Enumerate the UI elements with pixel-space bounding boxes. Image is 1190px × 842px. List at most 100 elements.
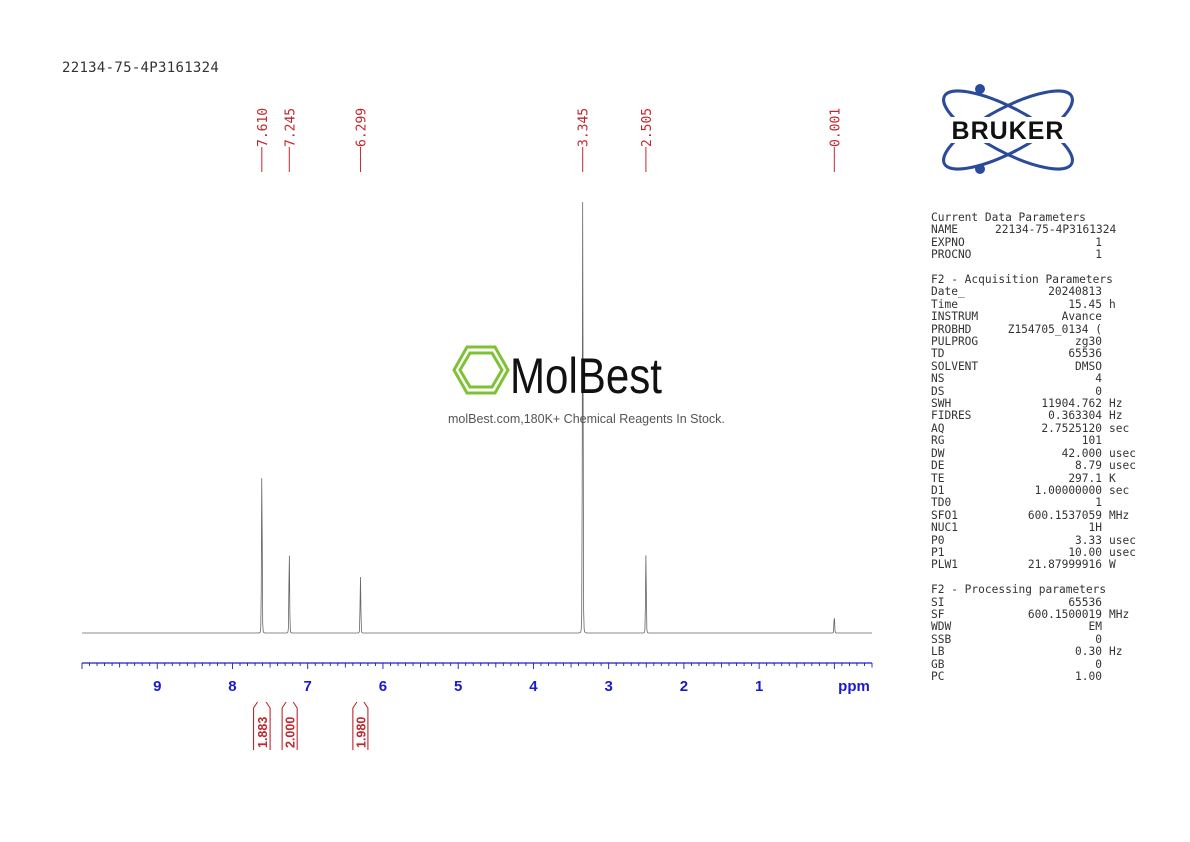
parameter-key: RG [931, 434, 945, 448]
x-axis-label: ppm [838, 678, 870, 695]
parameter-value: 15.45 [1068, 297, 1102, 311]
parameter-row: TE 297.1 K [931, 471, 1136, 485]
parameter-unit: usec [1109, 459, 1136, 473]
parameter-unit [1102, 497, 1109, 509]
parameter-row: SWH 11904.762 Hz [931, 397, 1136, 411]
parameter-row: SOLVENT DMSO [931, 359, 1136, 373]
parameter-section: F2 - Acquisition Parameters Date_ 20240813… [931, 273, 1136, 572]
parameter-value: 1 [1095, 496, 1102, 510]
bruker-logo-text: BRUKER [952, 117, 1065, 145]
parameter-unit [1102, 435, 1109, 447]
parameter-key: TD0 [931, 496, 952, 510]
parameter-unit [1102, 361, 1109, 373]
parameter-unit: h [1109, 297, 1116, 311]
parameter-row: NS 4 [931, 372, 1136, 386]
parameter-value: 0 [1095, 657, 1102, 671]
parameter-row: GB 0 [931, 657, 1136, 671]
parameter-row: EXPNO 1 [931, 235, 1136, 249]
parameter-value: 1 [1095, 248, 1102, 262]
parameter-key: GB [931, 657, 945, 671]
parameter-unit [1102, 386, 1109, 398]
parameter-row: NUC1 1H [931, 521, 1136, 535]
peak-label: 0.001 [828, 108, 843, 147]
parameter-key: TE [931, 471, 945, 485]
parameter-row: Date_ 20240813 [931, 285, 1136, 299]
parameter-value: 42.000 [1061, 446, 1102, 460]
molbest-brand: MolBest [510, 348, 662, 404]
parameter-value: 0.30 [1075, 645, 1102, 659]
parameter-row: PLW1 21.87999916 W [931, 558, 1136, 572]
parameter-value: 101 [1081, 434, 1102, 448]
parameter-value: zg30 [1075, 335, 1102, 349]
parameter-key: AQ [931, 421, 945, 435]
parameter-value: DMSO [1075, 359, 1102, 373]
parameter-value: 8.79 [1075, 459, 1102, 473]
parameter-key: NAME [931, 223, 958, 237]
parameter-row: PROBHD Z154705_0134 ( [931, 323, 1136, 336]
parameter-value: 21.87999916 [1027, 558, 1102, 572]
parameter-key: SWH [931, 397, 952, 411]
parameter-value: 11904.762 [1041, 397, 1102, 411]
x-tick-label: 7 [304, 678, 312, 695]
parameter-unit [1102, 634, 1109, 646]
x-tick-label: 8 [228, 678, 236, 695]
parameter-unit [1102, 373, 1109, 385]
parameter-unit [1102, 522, 1109, 534]
x-tick-label: 5 [454, 678, 462, 695]
parameter-row: SSB 0 [931, 633, 1136, 646]
parameter-section: F2 - Processing parameters SI 65536 SF 600.1… [931, 583, 1136, 683]
peak-label: 7.610 [256, 108, 271, 147]
parameter-row: RG 101 [931, 434, 1136, 448]
parameter-row: SFO1 600.1537059 MHz [931, 508, 1136, 522]
parameter-key: SFO1 [931, 508, 958, 522]
peak-label: 7.245 [283, 108, 298, 147]
parameter-row: PULPROG zg30 [931, 335, 1136, 349]
parameter-value: 3.33 [1075, 533, 1102, 547]
parameter-key: TD [931, 347, 945, 361]
parameter-key: PLW1 [931, 558, 958, 572]
parameter-value: 20240813 [1048, 285, 1102, 299]
parameter-key: PULPROG [931, 335, 979, 349]
parameter-value: 1 [1095, 235, 1102, 249]
parameter-row: Time 15.45 h [931, 297, 1136, 311]
integral-value: 1.883 [256, 717, 270, 748]
parameter-value: 0 [1095, 384, 1102, 398]
parameter-unit [1102, 324, 1109, 336]
parameter-key: Time [931, 297, 958, 311]
parameter-unit: sec [1109, 421, 1130, 435]
integral-value: 2.000 [284, 717, 298, 748]
parameter-key: SI [931, 595, 945, 609]
parameter-unit: Hz [1109, 645, 1123, 659]
parameter-unit [1102, 311, 1109, 323]
peak-label: 3.345 [577, 108, 592, 147]
parameter-row: SF 600.1500019 MHz [931, 608, 1136, 621]
parameter-key: P1 [931, 545, 945, 559]
parameter-key: EXPNO [931, 235, 965, 249]
parameter-key: NUC1 [931, 521, 958, 535]
parameter-unit: usec [1109, 533, 1136, 547]
parameter-value: 297.1 [1068, 471, 1102, 485]
parameter-row: WDW EM [931, 620, 1136, 633]
parameter-value: 600.1537059 [1027, 508, 1102, 522]
parameter-value: Avance [1061, 310, 1102, 324]
parameter-value: 1.00 [1075, 670, 1102, 683]
integral-bracket [281, 701, 298, 750]
x-tick-label: 2 [680, 678, 688, 695]
parameter-unit: usec [1109, 545, 1136, 559]
parameter-value: 4 [1095, 372, 1102, 386]
x-axis: 9 8 7 6 5 4 3 2 1 ppm [81, 662, 873, 695]
parameter-key: SOLVENT [931, 359, 979, 373]
x-tick-label: 9 [153, 678, 161, 695]
parameter-key: Date_ [931, 285, 965, 299]
parameter-value: 22134-75-4P3161324 [995, 223, 1117, 237]
parameter-row: AQ 2.7525120 sec [931, 421, 1136, 435]
parameter-unit [1102, 348, 1109, 360]
spectrum-trace [82, 202, 872, 634]
parameter-row: LB 0.30 Hz [931, 645, 1136, 659]
parameter-unit: usec [1109, 446, 1136, 460]
parameter-unit: MHz [1109, 508, 1130, 522]
parameter-row: INSTRUM Avance [931, 310, 1136, 324]
parameter-unit [1102, 597, 1109, 609]
parameter-unit: Hz [1109, 409, 1123, 423]
parameters-panel: Current Data Parameters NAME 22134-75-4P31… [931, 211, 1136, 696]
